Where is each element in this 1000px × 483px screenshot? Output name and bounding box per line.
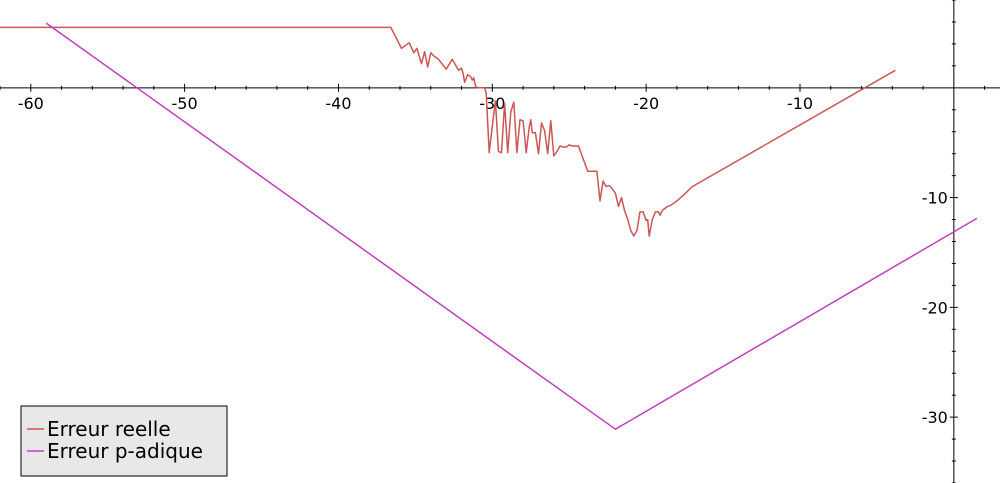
series-line-1 — [46, 23, 977, 429]
legend-label-0: Erreur reelle — [47, 417, 171, 441]
x-tick-label: -60 — [18, 94, 44, 113]
legend: Erreur reelle Erreur p-adique — [21, 406, 227, 476]
y-tick-label: -10 — [922, 189, 948, 208]
x-tick-label: -10 — [787, 94, 813, 113]
y-tick-label: -20 — [922, 298, 948, 317]
x-tick-label: -50 — [172, 94, 198, 113]
y-tick-label: -30 — [922, 408, 948, 427]
series-layer — [0, 23, 977, 429]
x-tick-label: -30 — [479, 94, 505, 113]
legend-label-1: Erreur p-adique — [47, 439, 203, 463]
x-tick-label: -20 — [633, 94, 659, 113]
x-tick-label: -40 — [325, 94, 351, 113]
series-line-0 — [0, 27, 895, 236]
